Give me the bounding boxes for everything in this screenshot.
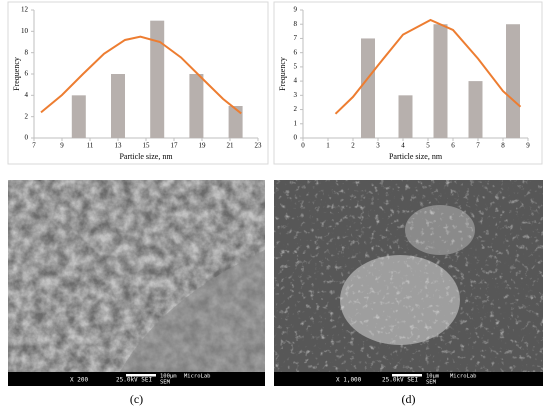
- mode-label: SEM: [160, 380, 171, 386]
- x-tick-label: 19: [199, 142, 207, 150]
- y-tick-label: 0: [25, 134, 29, 142]
- bar: [468, 81, 483, 138]
- x-tick-label: 13: [115, 142, 123, 150]
- scale-label: 10µm: [426, 374, 440, 380]
- lab-label: MicroLab: [450, 374, 477, 380]
- scale-bar: [126, 374, 156, 377]
- x-tick-label: 9: [526, 142, 530, 150]
- sem-film: [120, 250, 265, 372]
- x-tick-label: 9: [60, 142, 64, 150]
- y-tick-label: 5: [294, 62, 298, 70]
- x-tick-label: 23: [255, 142, 263, 150]
- y-tick-label: 4: [294, 77, 298, 85]
- scale-bar: [392, 374, 422, 377]
- y-tick-label: 12: [21, 6, 29, 14]
- fit-curve: [334, 18, 522, 115]
- x-axis-label: Particle size, nm: [389, 152, 443, 161]
- fit-curve: [40, 35, 242, 115]
- x-tick-label: 21: [227, 142, 235, 150]
- x-tick-label: 7: [476, 142, 480, 150]
- x-tick-label: 17: [171, 142, 179, 150]
- y-tick-label: 0: [294, 134, 298, 142]
- bar: [228, 106, 243, 138]
- panel-caption: (d): [402, 392, 416, 406]
- sem-texture: [274, 180, 543, 372]
- x-tick-label: 7: [32, 142, 36, 150]
- sem-image: [274, 180, 543, 372]
- scale-label: 100µm: [160, 374, 177, 380]
- x-tick-label: 11: [87, 142, 94, 150]
- magnification: X 200: [70, 377, 88, 384]
- y-tick-label: 4: [25, 91, 29, 99]
- x-tick-label: 6: [451, 142, 455, 150]
- voltage: 25.0kV SEI: [116, 377, 153, 384]
- y-tick-label: 2: [25, 112, 29, 120]
- panel-caption: (c): [130, 392, 143, 406]
- x-tick-label: 3: [376, 142, 380, 150]
- chart-frame: [7, 1, 269, 165]
- x-axis-label: Particle size, nm: [119, 152, 173, 161]
- y-tick-label: 7: [294, 34, 298, 42]
- y-tick-label: 6: [25, 70, 29, 78]
- bar: [150, 20, 165, 139]
- x-tick-label: 5: [426, 142, 430, 150]
- bar: [398, 95, 413, 138]
- x-tick-label: 1: [326, 142, 330, 150]
- sem-image: [8, 180, 265, 372]
- x-tick-label: 0: [301, 142, 305, 150]
- y-tick-label: 9: [294, 6, 298, 14]
- chart-frame: [273, 1, 543, 165]
- bar: [111, 74, 125, 138]
- y-axis-label: Frequency: [12, 57, 21, 91]
- x-tick-label: 8: [501, 142, 505, 150]
- y-tick-label: 2: [294, 105, 298, 113]
- y-tick-label: 8: [294, 20, 298, 28]
- info-bar: [274, 372, 543, 386]
- bar: [361, 38, 375, 138]
- bar: [433, 24, 448, 138]
- info-bar: [8, 372, 265, 386]
- voltage: 25.0kV SEI: [382, 377, 419, 384]
- y-tick-label: 6: [294, 48, 298, 56]
- magnification: X 1,000: [336, 377, 362, 384]
- y-tick-label: 10: [21, 27, 29, 35]
- y-axis-label: Frequency: [278, 57, 287, 91]
- lab-label: MicroLab: [184, 374, 211, 380]
- y-tick-label: 8: [25, 48, 29, 56]
- x-tick-label: 15: [143, 142, 151, 150]
- y-tick-label: 1: [294, 119, 298, 127]
- y-tick-label: 3: [294, 91, 298, 99]
- mode-label: SEM: [426, 380, 437, 386]
- bar: [506, 24, 520, 138]
- bar: [71, 95, 86, 138]
- x-tick-label: 2: [351, 142, 355, 150]
- x-tick-label: 4: [401, 142, 405, 150]
- bar: [189, 74, 204, 138]
